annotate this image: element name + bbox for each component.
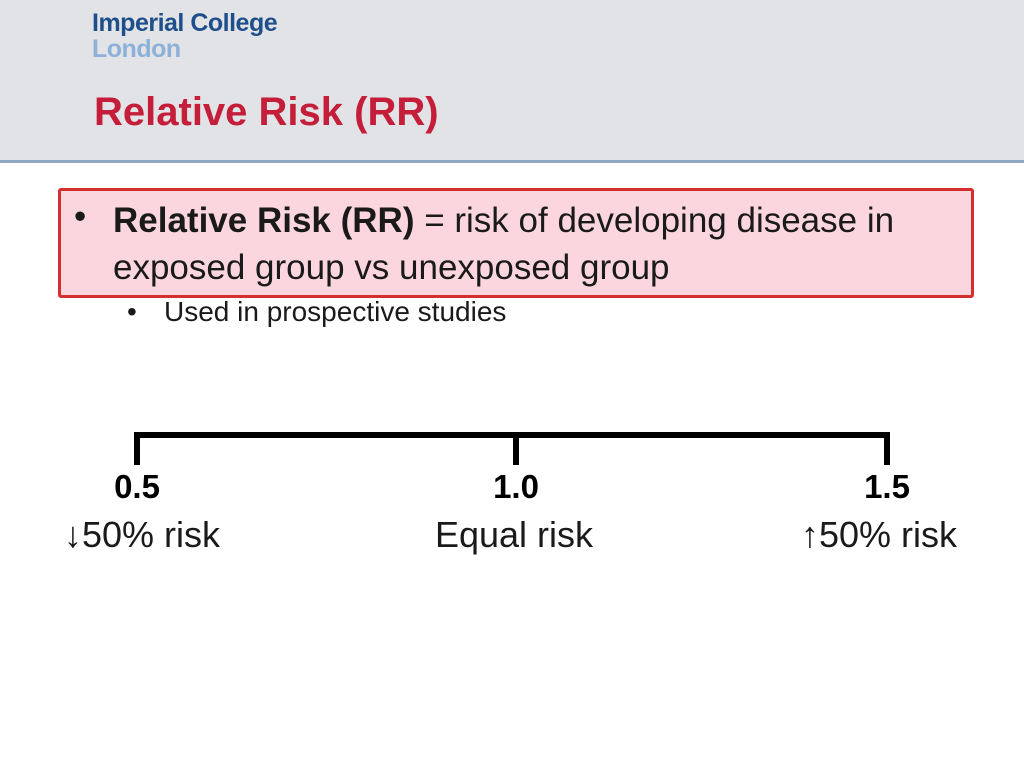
slide-title: Relative Risk (RR)	[94, 90, 439, 134]
tick-label-0: ↓50% risk	[63, 514, 221, 555]
logo-line-2: London	[92, 35, 181, 63]
logo-line-1: Imperial College	[92, 9, 278, 37]
imperial-college-logo: Imperial College London	[92, 9, 278, 63]
definition-highlight-box	[58, 188, 974, 298]
bullet-marker: •	[74, 197, 87, 236]
tick-value-0: 0.5	[114, 468, 160, 505]
sub-bullet-text: Used in prospective studies	[164, 296, 507, 327]
slide-header: Imperial College London Relative Risk (R…	[0, 0, 1024, 163]
tick-value-2: 1.5	[864, 468, 910, 505]
definition-term: Relative Risk (RR)	[113, 201, 415, 240]
definition-text: Relative Risk (RR) = risk of developing …	[113, 197, 973, 291]
tick-label-2: ↑50% risk	[800, 514, 958, 555]
tick-label-1: Equal risk	[434, 514, 594, 555]
tick-value-1: 1.0	[493, 468, 539, 505]
definition-body: = risk of developing disease in exposed …	[113, 201, 895, 287]
sub-bullet-marker: •	[127, 296, 137, 327]
